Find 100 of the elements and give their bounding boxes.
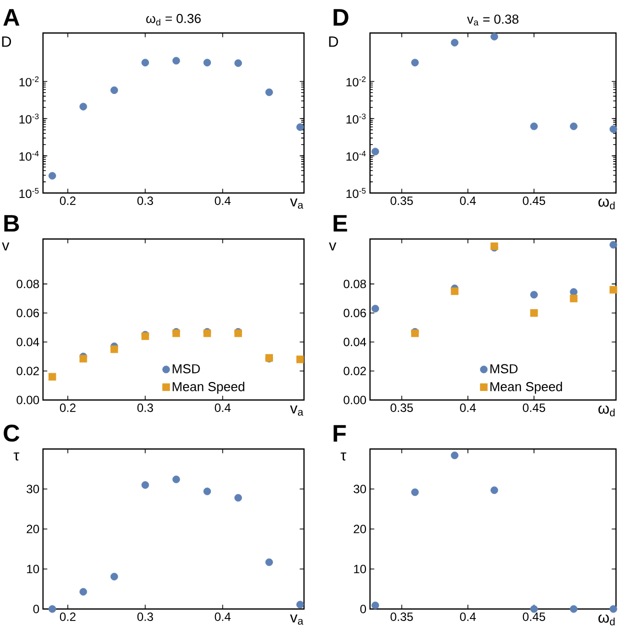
y-tick-label: 0.06	[344, 308, 366, 318]
y-tick-label: 30	[354, 484, 366, 494]
y-axis-title: v	[2, 242, 10, 250]
text: C	[4, 424, 20, 442]
point	[530, 290, 538, 298]
point	[610, 286, 618, 294]
y-tick-label: 0.00	[16, 396, 40, 404]
point	[610, 125, 618, 133]
legend-label: MSD	[490, 364, 518, 374]
legend-label: Mean Speed	[172, 382, 244, 394]
point	[570, 605, 578, 613]
legend-label: Mean Speed	[490, 382, 562, 394]
x-axis-title: v$_{a}$	[290, 198, 304, 209]
point	[411, 58, 419, 66]
point	[490, 486, 498, 494]
y-tick-label: 0.06	[16, 308, 39, 318]
y-tick-label: 0	[33, 604, 40, 614]
point	[110, 572, 118, 580]
x-axis-title: ω$_{d}$	[598, 406, 615, 416]
point	[141, 481, 150, 489]
point	[371, 602, 380, 610]
x-tick-label: 0.3	[137, 612, 154, 621]
point	[141, 58, 150, 66]
x-tick-label: 0.4	[460, 612, 476, 621]
point	[296, 600, 304, 608]
point	[530, 122, 538, 130]
y-tick-label: 30	[26, 484, 40, 494]
y-tick-label: 10$^{-5}$	[346, 188, 366, 198]
point	[79, 588, 88, 596]
point	[450, 287, 458, 296]
y-tick-label: 10$^{-3}$	[346, 114, 366, 124]
point	[296, 123, 304, 131]
point	[110, 86, 118, 94]
point	[610, 241, 618, 249]
x-tick-label: 0.2	[60, 196, 76, 205]
point	[570, 122, 578, 130]
point	[172, 56, 180, 64]
x-tick-label: 0.45	[522, 404, 546, 412]
chart-title: v$_{a}$ = 0.38	[467, 14, 518, 26]
y-axis-title: τ	[14, 452, 20, 461]
x-tick-label: 0.4	[214, 196, 231, 205]
y-axis-title: τ	[340, 452, 346, 461]
point	[610, 605, 618, 613]
y-tick-label: 10$^{-4}$	[20, 150, 39, 161]
y-tick-label: 10$^{-5}$	[20, 188, 39, 198]
x-tick-label: 0.45	[522, 196, 546, 205]
chart-title: ω$_{d}$ = 0.36	[146, 14, 201, 26]
x-tick-label: 0.45	[522, 612, 546, 621]
point	[234, 494, 242, 502]
point	[371, 148, 380, 156]
y-tick-label: 10$^{-2}$	[346, 76, 366, 86]
x-tick-label: 0.2	[60, 612, 76, 621]
point	[490, 32, 498, 40]
x-tick-label: 0.35	[390, 404, 413, 412]
legend-label: MSD	[172, 364, 200, 374]
x-tick-label: 0.4	[214, 612, 231, 621]
point	[265, 558, 273, 566]
x-axis-title: ω$_{d}$	[598, 614, 615, 626]
text: D	[334, 9, 348, 26]
x-tick-label: 0.35	[390, 612, 413, 621]
y-tick-label: 10$^{-4}$	[346, 150, 366, 161]
point	[234, 59, 242, 67]
point	[530, 605, 538, 613]
text: B	[4, 215, 19, 232]
x-tick-label: 0.3	[137, 404, 154, 412]
point	[172, 476, 180, 484]
point	[450, 38, 458, 46]
point	[296, 356, 304, 364]
x-axis-title: v$_{a}$	[290, 406, 304, 416]
y-axis-title: D	[329, 36, 338, 47]
point	[48, 605, 56, 613]
point	[110, 345, 118, 354]
y-tick-label: 0.00	[344, 396, 366, 404]
y-tick-label: 20	[354, 524, 366, 534]
y-axis-title: D	[2, 36, 12, 47]
y-tick-label: 10	[354, 564, 366, 574]
y-tick-label: 0.08	[16, 280, 39, 288]
text: F	[334, 425, 346, 442]
point	[265, 88, 273, 96]
y-tick-label: 0.02	[16, 366, 39, 376]
y-axis-title: v	[328, 242, 336, 250]
y-tick-label: 0.02	[344, 366, 366, 376]
x-tick-label: 0.4	[214, 404, 231, 412]
point	[570, 294, 578, 302]
text: A	[3, 9, 20, 26]
point	[450, 452, 458, 460]
y-tick-label: 0	[360, 604, 366, 614]
x-tick-label: 0.2	[60, 404, 76, 412]
text: E	[334, 215, 348, 232]
point	[48, 172, 56, 180]
point	[411, 488, 419, 496]
point	[530, 309, 538, 317]
x-tick-label: 0.3	[137, 196, 154, 205]
y-tick-label: 10$^{-2}$	[20, 76, 39, 86]
x-tick-label: 0.35	[390, 196, 413, 205]
point	[79, 102, 88, 110]
y-tick-label: 0.04	[16, 338, 40, 346]
point	[203, 58, 211, 66]
point	[570, 288, 578, 296]
y-tick-label: 10$^{-3}$	[20, 114, 39, 124]
